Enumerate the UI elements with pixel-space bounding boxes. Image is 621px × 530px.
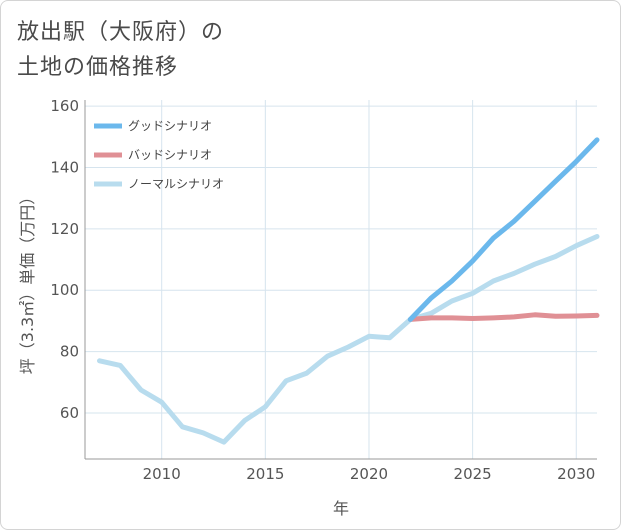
x-tick-label: 2025 — [454, 465, 492, 483]
series-line-0 — [407, 137, 600, 322]
x-tick-label: 2030 — [557, 465, 595, 483]
title-line-2: 土地の価格推移 — [17, 55, 179, 80]
y-tick-label: 120 — [50, 220, 79, 238]
x-axis-label: 年 — [333, 499, 349, 518]
x-tick-label: 2020 — [350, 465, 388, 483]
x-tick-label: 2010 — [143, 465, 181, 483]
legend-label: ノーマルシナリオ — [128, 177, 224, 191]
legend-label: バッドシナリオ — [128, 148, 212, 162]
plot-area — [85, 100, 597, 459]
y-tick-label: 140 — [50, 159, 79, 177]
series-line-2 — [97, 234, 600, 445]
title-line-1: 放出駅（大阪府）の — [17, 20, 225, 45]
legend-label: グッドシナリオ — [128, 119, 212, 133]
y-tick-label: 80 — [60, 343, 79, 361]
y-axis-label: 坪（3.3㎡）単価（万円） — [18, 189, 37, 374]
y-tick-label: 160 — [50, 97, 79, 115]
y-tick-label: 100 — [50, 281, 79, 299]
chart-title: 放出駅（大阪府）の 土地の価格推移 — [17, 15, 224, 85]
series-line-1 — [407, 312, 600, 322]
x-tick-label: 2015 — [246, 465, 284, 483]
y-tick-label: 60 — [60, 404, 79, 422]
